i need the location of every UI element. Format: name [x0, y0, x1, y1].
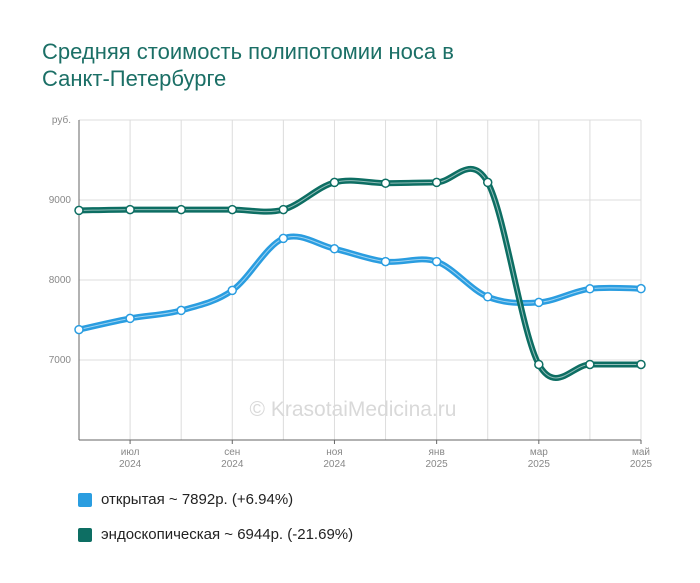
data-point: [278, 204, 289, 215]
y-tick-label: 8000: [49, 275, 72, 286]
series-line: [76, 233, 644, 333]
data-point: [431, 256, 442, 267]
grid-lines: [78, 119, 642, 440]
data-point: [74, 205, 84, 216]
series-lines: [74, 166, 646, 381]
data-point: [585, 359, 595, 370]
legend-swatch: [78, 527, 92, 542]
data-point: [227, 204, 238, 215]
x-tick-label: 2024: [119, 459, 142, 470]
y-tick-label: руб.: [52, 114, 71, 126]
data-point: [176, 204, 186, 215]
data-point: [380, 178, 391, 188]
y-tick-label: 7000: [49, 355, 72, 366]
legend-label: эндоскопическая ~ 6944р. (-21.69%): [101, 526, 354, 543]
watermark: © KrasotaiMedicina.ru: [250, 398, 457, 421]
data-point: [176, 305, 186, 316]
data-point: [534, 297, 544, 308]
data-point: [482, 177, 493, 188]
chart-title-line-2: Санкт-Петербурге: [42, 66, 227, 91]
legend-item-endoskopicheskaya: эндоскопическая ~ 6944р. (-21.69%): [78, 526, 353, 543]
x-tick-label: ноя: [326, 447, 343, 458]
data-point: [534, 359, 544, 370]
axes: [78, 120, 642, 444]
x-tick-label: май: [632, 447, 650, 458]
data-point: [482, 292, 493, 302]
x-tick-label: 2025: [630, 459, 653, 470]
data-point: [329, 177, 340, 188]
tick-labels: 700080009000руб.июл2024сен2024ноя2024янв…: [49, 114, 653, 470]
series-otkrytaya: [74, 233, 646, 335]
data-point: [585, 284, 595, 294]
data-point: [329, 244, 340, 254]
data-point: [636, 359, 646, 370]
y-tick-label: 9000: [49, 195, 72, 206]
chart-title: Средняя стоимость полипотомии носа в Сан…: [42, 38, 602, 92]
legend-swatch: [78, 492, 92, 507]
data-point: [636, 283, 646, 294]
series-endoskopicheskaya: [74, 166, 646, 381]
x-tick-label: 2024: [221, 459, 244, 470]
data-point: [74, 324, 84, 335]
x-tick-label: 2024: [323, 459, 346, 470]
x-tick-label: 2025: [528, 459, 551, 470]
legend-item-otkrytaya: открытая ~ 7892р. (+6.94%): [78, 491, 293, 508]
x-tick-label: янв: [429, 447, 445, 458]
data-point: [278, 233, 289, 244]
x-tick-label: 2025: [426, 459, 449, 470]
data-point: [380, 256, 391, 267]
x-tick-label: сен: [224, 447, 240, 458]
data-point: [227, 285, 238, 296]
x-tick-label: мар: [530, 447, 548, 458]
x-tick-label: июл: [121, 447, 140, 458]
legend-label: открытая ~ 7892р. (+6.94%): [101, 491, 294, 508]
data-point: [125, 313, 135, 324]
data-point: [431, 177, 442, 188]
data-point: [125, 204, 135, 215]
chart-title-line-1: Средняя стоимость полипотомии носа в: [42, 39, 454, 64]
